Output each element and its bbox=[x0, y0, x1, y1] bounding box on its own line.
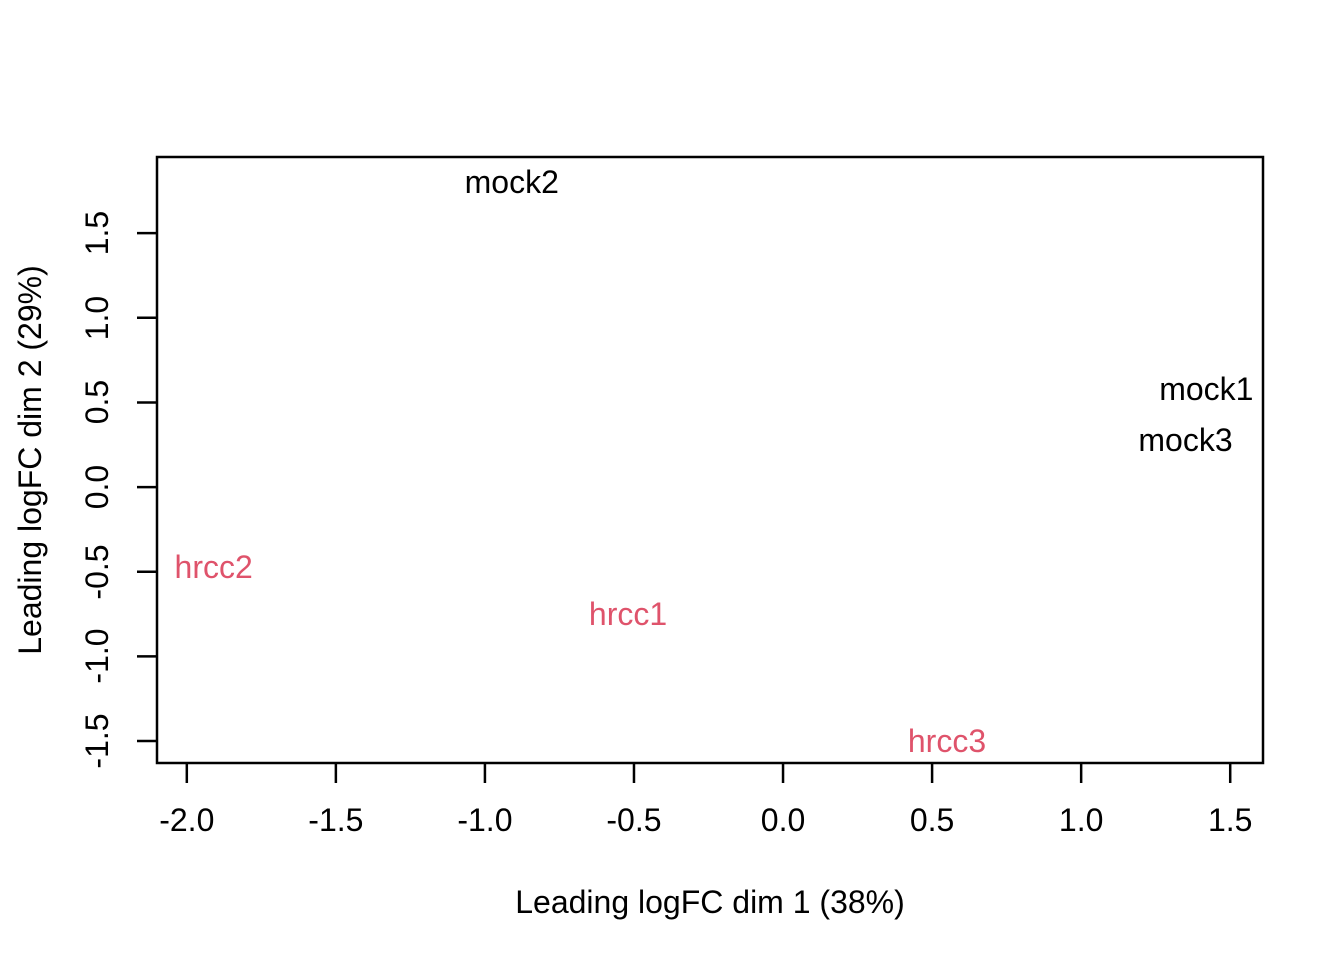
y-tick-label: -1.5 bbox=[79, 713, 115, 769]
x-tick-label: 1.0 bbox=[1058, 802, 1104, 838]
y-axis-title: Leading logFC dim 2 (29%) bbox=[12, 265, 48, 655]
x-tick-label: -0.5 bbox=[606, 802, 662, 838]
sample-label-hrcc3: hrcc3 bbox=[907, 722, 987, 759]
plot-box bbox=[155, 155, 1265, 765]
x-tick-label: -2.0 bbox=[159, 802, 215, 838]
x-tick-label: -1.5 bbox=[308, 802, 364, 838]
sample-label-mock3: mock3 bbox=[1138, 421, 1233, 458]
sample-label-hrcc2: hrcc2 bbox=[174, 548, 253, 585]
x-axis-ticks bbox=[185, 763, 1232, 783]
x-tick-label: 0.0 bbox=[760, 802, 806, 838]
y-axis-ticks bbox=[137, 231, 157, 743]
x-tick-label: -1.0 bbox=[457, 802, 513, 838]
sample-label-mock1: mock1 bbox=[1159, 370, 1254, 407]
x-axis-title: Leading logFC dim 1 (38%) bbox=[515, 884, 905, 920]
sample-label-mock2: mock2 bbox=[464, 164, 559, 201]
sample-label-hrcc1: hrcc1 bbox=[588, 596, 668, 633]
x-tick-label: 0.5 bbox=[909, 802, 955, 838]
x-tick-label: 1.5 bbox=[1207, 802, 1253, 838]
